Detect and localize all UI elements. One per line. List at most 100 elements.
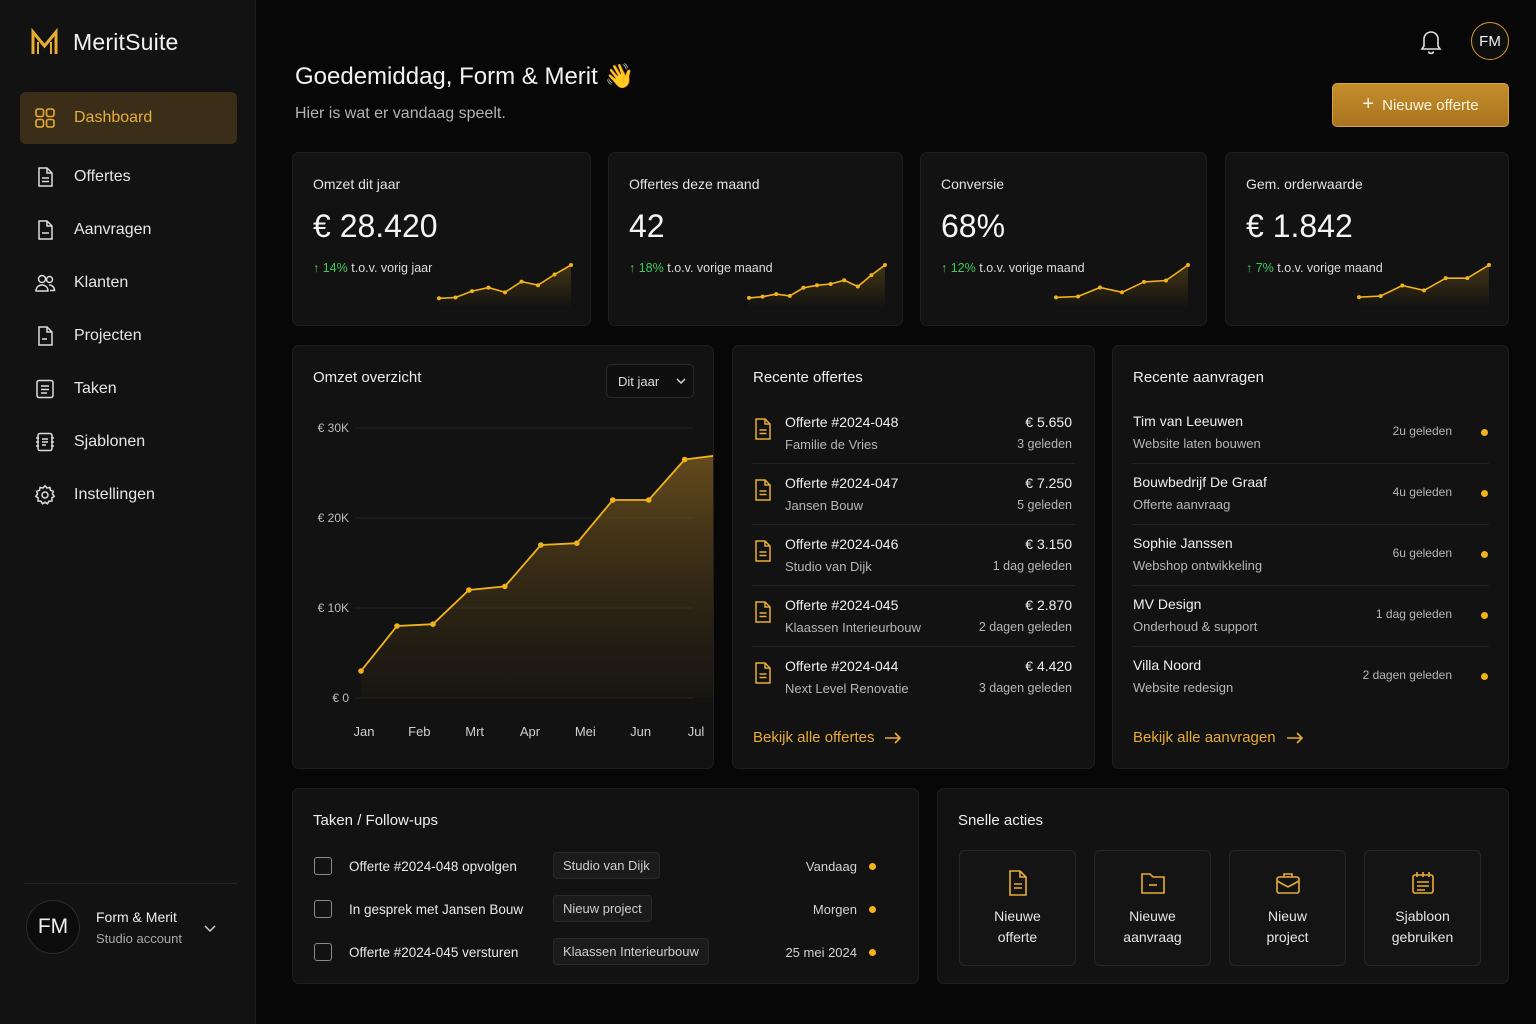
quick-new-project-button[interactable]: Nieuw project [1229, 850, 1346, 966]
quote-time: 2 dagen geleden [978, 620, 1072, 634]
quote-number: Offerte #2024-046 [785, 536, 899, 552]
kpi-trend: ↑ 18% t.o.v. vorige maand [629, 261, 773, 275]
view-all-requests-link[interactable]: Bekijk alle aanvragen [1133, 729, 1304, 746]
quote-client: Familie de Vries [785, 437, 878, 452]
users-icon [35, 274, 56, 292]
chevron-down-icon[interactable] [202, 920, 218, 936]
quote-row[interactable]: Offerte #2024-048 Familie de Vries € 5.650… [752, 403, 1075, 464]
task-text: In gesprek met Jansen Bouw [349, 902, 524, 917]
task-checkbox[interactable] [314, 943, 332, 961]
request-row[interactable]: Sophie Janssen Webshop ontwikkeling 6u gel… [1132, 525, 1489, 586]
sparkline-point [486, 285, 491, 290]
sparkline-point [519, 279, 524, 284]
sparkline-area [439, 265, 571, 308]
page-subtitle: Hier is wat er vandaag speelt. [295, 105, 506, 122]
sidebar-item-label: Dashboard [74, 109, 153, 126]
view-all-quotes-link[interactable]: Bekijk alle offertes [753, 729, 902, 746]
period-select[interactable]: Dit jaar [606, 364, 694, 398]
new-quote-button[interactable]: + Nieuwe offerte [1332, 83, 1509, 127]
status-dot [1481, 612, 1488, 619]
brand[interactable]: MeritSuite [30, 28, 179, 57]
request-row[interactable]: Villa Noord Website redesign 2 dagen geled… [1132, 647, 1489, 708]
task-date: Vandaag [805, 859, 857, 874]
quick-action-label: Sjabloon gebruiken [1391, 908, 1454, 945]
kpi-label: Gem. orderwaarde [1246, 176, 1363, 192]
status-dot [1481, 551, 1488, 558]
sparkline-area [1056, 265, 1188, 308]
sidebar-item-projecten[interactable]: Projecten [20, 309, 237, 362]
sparkline-point [437, 296, 441, 301]
status-dot [869, 906, 876, 913]
quote-time: 5 geleden [1017, 498, 1072, 512]
kpi-label: Omzet dit jaar [313, 176, 401, 192]
period-select-value: Dit jaar [618, 373, 660, 389]
kpi-trend-value: 7% [1255, 261, 1274, 275]
kpi-trend-text: t.o.v. vorig jaar [351, 261, 433, 275]
request-row[interactable]: Tim van Leeuwen Website laten bouwen 2u ge… [1132, 403, 1489, 464]
sidebar-item-instellingen[interactable]: Instellingen [20, 468, 237, 521]
card-title: Recente aanvragen [1133, 369, 1264, 386]
sidebar-item-offertes[interactable]: Offertes [20, 150, 237, 203]
sparkline-point [815, 283, 819, 288]
bell-icon[interactable] [1418, 28, 1444, 55]
kpi-trend-value: 12% [950, 261, 976, 275]
task-tag: Studio van Dijk [553, 852, 660, 879]
document-icon [38, 166, 53, 187]
card-title: Taken / Follow-ups [313, 812, 439, 829]
sparkline-point [1054, 295, 1058, 300]
document-icon [755, 479, 771, 501]
document-icon [1008, 870, 1027, 896]
quick-new-quote-button[interactable]: Nieuwe offerte [959, 850, 1076, 966]
sparkline-point [774, 292, 779, 297]
request-row[interactable]: MV Design Onderhoud & support 1 dag gelede… [1132, 586, 1489, 647]
sparkline-point [787, 293, 792, 298]
request-row[interactable]: Bouwbedrijf De Graaf Offerte aanvraag 4u g… [1132, 464, 1489, 525]
kpi-value: € 1.842 [1246, 208, 1353, 244]
sidebar-item-klanten[interactable]: Klanten [20, 256, 237, 309]
task-checkbox[interactable] [314, 857, 332, 875]
x-tick-label: Jan [354, 724, 375, 739]
sparkline-point [1142, 279, 1146, 284]
request-time: 2 dagen geleden [1362, 668, 1452, 682]
quick-new-request-button[interactable]: Nieuwe aanvraag [1094, 850, 1211, 966]
task-text: Offerte #2024-045 versturen [349, 945, 519, 960]
kpi-label: Offertes deze maand [629, 176, 760, 192]
quote-row[interactable]: Offerte #2024-047 Jansen Bouw € 7.250 5 gel… [752, 464, 1075, 525]
user-avatar[interactable]: FM [1471, 22, 1509, 60]
quote-client: Studio van Dijk [785, 559, 872, 574]
sparkline-point [552, 272, 557, 277]
x-tick-label: Mei [575, 724, 596, 739]
kpi-value: 42 [629, 208, 665, 244]
kpi-sparkline [747, 263, 887, 308]
sidebar-item-label: Taken [74, 379, 117, 397]
sidebar-item-taken[interactable]: Taken [20, 362, 237, 415]
sidebar-item-aanvragen[interactable]: Aanvragen [20, 203, 237, 256]
quote-row[interactable]: Offerte #2024-046 Studio van Dijk € 3.150 1… [752, 525, 1075, 586]
status-dot [869, 863, 876, 870]
card-title: Recente offertes [753, 369, 863, 386]
view-all-quotes-label: Bekijk alle offertes [753, 729, 875, 746]
document-icon [38, 325, 53, 346]
sparkline-point [453, 295, 458, 300]
task-checkbox[interactable] [314, 900, 332, 918]
avatar: FM [26, 900, 80, 954]
sparkline-point [470, 289, 474, 294]
template-icon [1411, 872, 1434, 894]
quote-row[interactable]: Offerte #2024-044 Next Level Renovatie € 4… [752, 647, 1075, 708]
x-tick-label: Jul [688, 724, 705, 739]
sparkline-point [1357, 295, 1361, 300]
folder-icon [1140, 873, 1165, 894]
sidebar-item-sjablonen[interactable]: Sjablonen [20, 415, 237, 468]
sparkline-area [1359, 265, 1489, 308]
request-desc: Webshop ontwikkeling [1133, 558, 1263, 573]
account-switcher[interactable]: FM Form & Merit Studio account [26, 900, 226, 954]
sparkline-point [869, 273, 874, 278]
revenue-area-chart: € 0 € 10K € 20K € 30K Jan Feb Mrt Apr Mei Jun Jul [318, 421, 713, 739]
revenue-point [502, 583, 508, 590]
quote-number: Offerte #2024-044 [785, 658, 899, 674]
sidebar-item-dashboard[interactable]: Dashboard [20, 92, 237, 144]
quick-use-template-button[interactable]: Sjabloon gebruiken [1364, 850, 1481, 966]
quote-row[interactable]: Offerte #2024-045 Klaassen Interieurbouw €… [752, 586, 1075, 647]
sparkline-point [1076, 294, 1080, 299]
chevron-down-icon [676, 378, 686, 384]
